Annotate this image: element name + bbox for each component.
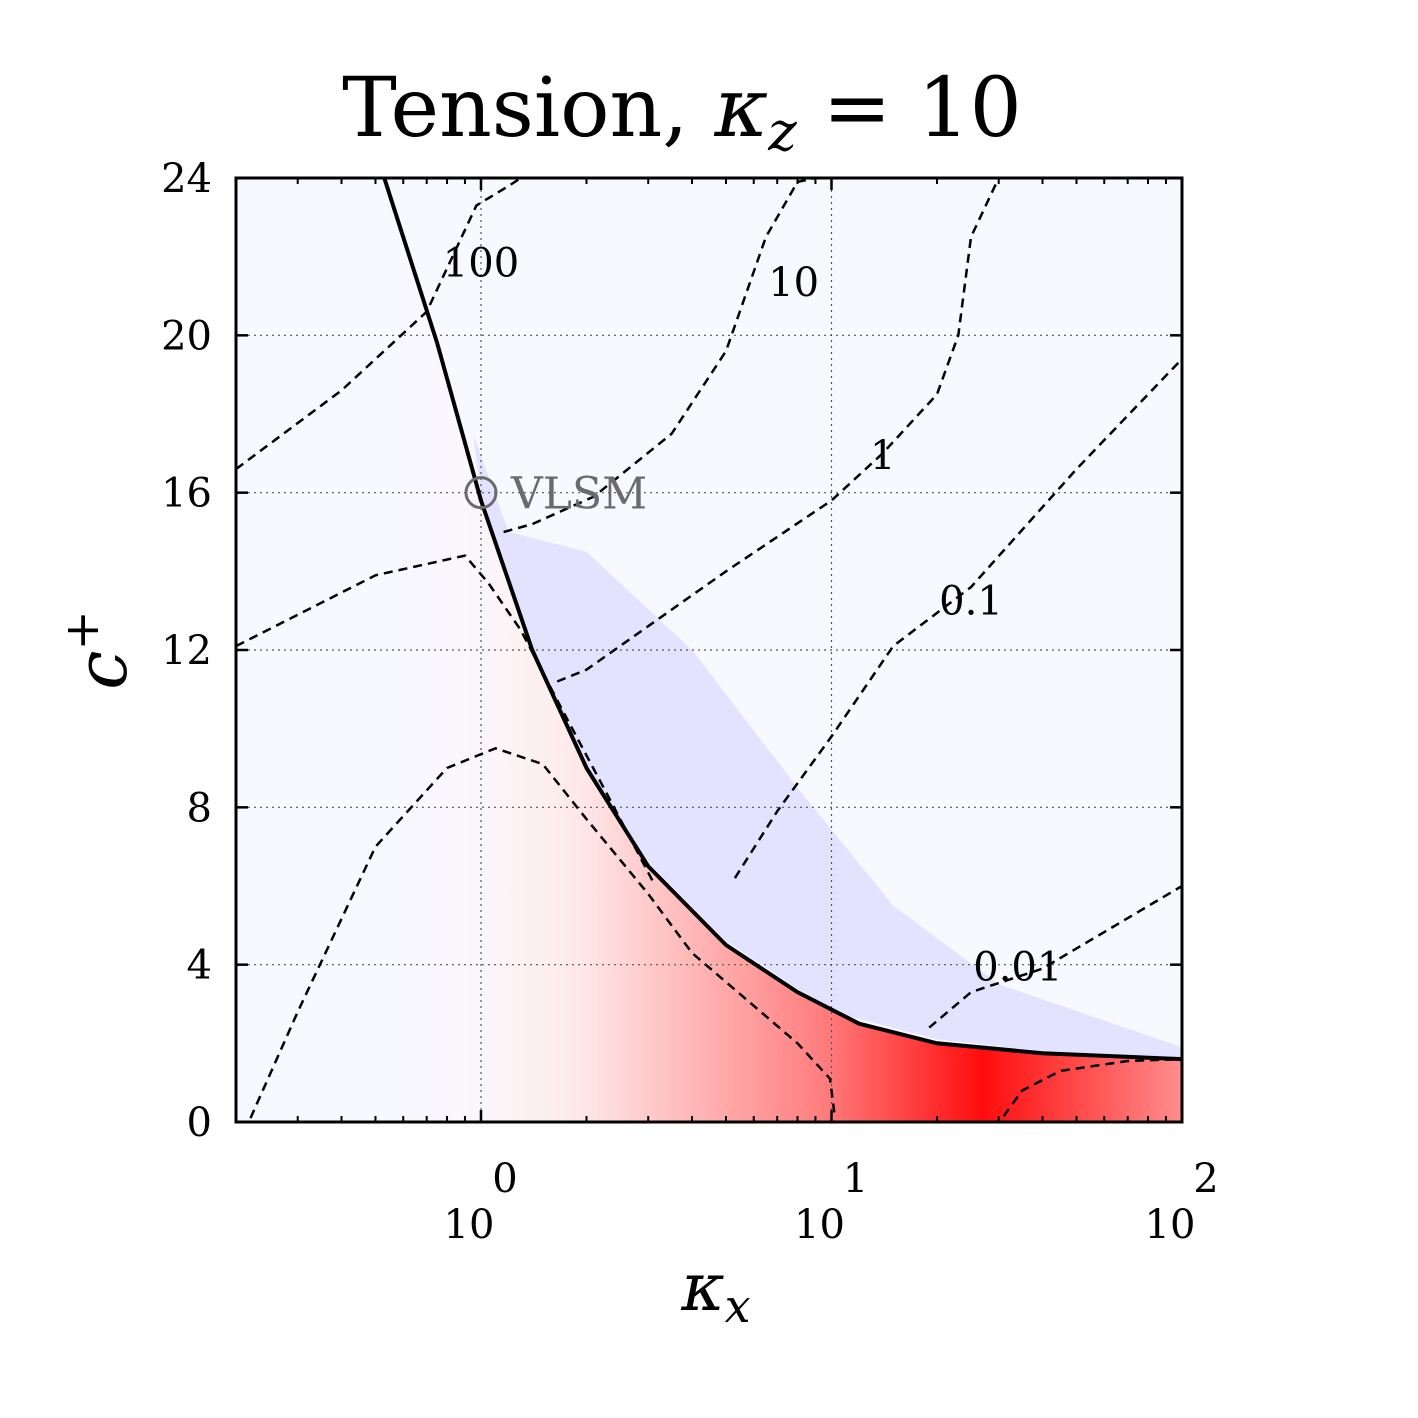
negative-region <box>473 433 1182 1059</box>
contour-label-0.1: 0.1 <box>939 579 1003 625</box>
contour-100 <box>236 178 522 471</box>
x-tick-label-exponent: 2 <box>1193 1156 1218 1202</box>
contour-inner <box>249 746 836 1119</box>
contour-label-10: 10 <box>768 260 819 306</box>
y-tick-label: 12 <box>161 628 212 674</box>
contour-left-band <box>236 554 655 883</box>
x-tick-label-base: 10 <box>794 1202 845 1248</box>
x-tick-label-exponent: 0 <box>492 1156 517 1202</box>
contour-label-1: 1 <box>870 433 895 479</box>
contour-lines <box>236 178 1182 1119</box>
y-tick-label: 24 <box>161 156 212 202</box>
x-tick-label-base: 10 <box>444 1202 495 1248</box>
contour-right-low <box>1002 1057 1182 1117</box>
x-tick-label-exponent: 1 <box>843 1156 868 1202</box>
contour-0.1 <box>733 358 1182 879</box>
y-tick-label: 16 <box>161 471 212 517</box>
contour-0.01 <box>928 884 1182 1029</box>
vlsm-marker-circle <box>464 476 498 510</box>
contour-1 <box>556 178 1000 683</box>
x-axis-label: κx <box>680 1249 750 1333</box>
contour-label-0.01: 0.01 <box>973 944 1062 990</box>
positive-region <box>384 178 1182 1122</box>
vlsm-marker-label: VLSM <box>510 469 647 520</box>
y-axis-label: c+ <box>54 610 143 689</box>
contour-label-100: 100 <box>443 240 519 286</box>
x-tick-label-base: 10 <box>1145 1202 1196 1248</box>
chart-title: Tension, κz = 10 <box>342 61 1022 163</box>
markers: VLSM <box>464 469 647 520</box>
y-tick-label: 4 <box>187 943 212 989</box>
y-tick-label: 0 <box>187 1100 212 1146</box>
y-tick-label: 20 <box>161 313 212 359</box>
plot-area <box>236 178 1182 1122</box>
contour-labels: 100 10 1 0.1 0.01 <box>443 240 1063 990</box>
grid <box>236 178 1182 1122</box>
critical-layer-curve <box>382 178 1182 1062</box>
y-tick-label: 8 <box>187 785 212 831</box>
contour-10 <box>503 178 816 534</box>
colormap-field <box>384 178 1182 1122</box>
